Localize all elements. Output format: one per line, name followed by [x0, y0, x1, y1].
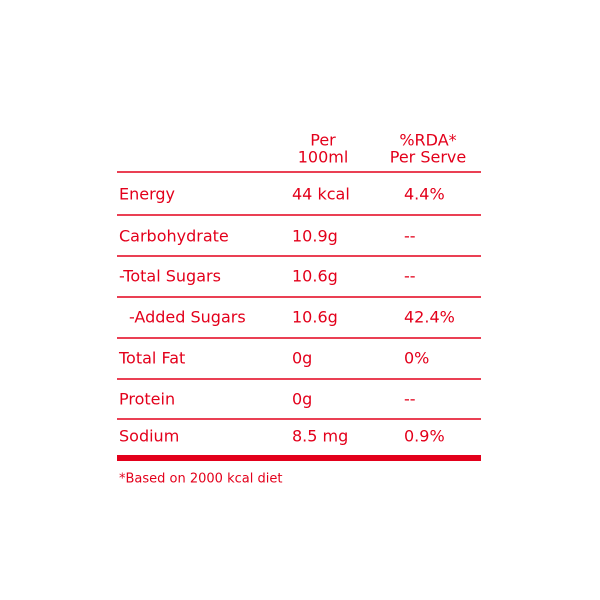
row-label: Total Fat: [118, 349, 185, 368]
footnote: *Based on 2000 kcal diet: [119, 472, 282, 487]
row-value: 10.6g: [292, 267, 338, 286]
row-label: Sodium: [119, 427, 179, 446]
row-value: 4.4%: [404, 185, 445, 204]
header-cell: %RDA*: [399, 131, 456, 150]
header-cell: Per Serve: [390, 148, 466, 167]
row-label: Carbohydrate: [119, 227, 229, 246]
row-label: -Added Sugars: [129, 308, 246, 327]
row-value: 10.6g: [292, 308, 338, 327]
row-value: 10.9g: [292, 227, 338, 246]
header-cell: 100ml: [298, 148, 349, 167]
row-value: 44 kcal: [292, 185, 350, 204]
row-value: 0.9%: [404, 427, 445, 446]
row-value: 42.4%: [404, 308, 455, 327]
header-cell: Per: [310, 131, 336, 150]
row-value: 0g: [292, 349, 312, 368]
row-value: 8.5 mg: [292, 427, 348, 446]
bottom-bar: [117, 455, 481, 461]
row-value: --: [404, 390, 416, 409]
row-value: 0%: [404, 349, 429, 368]
row-label: -Total Sugars: [119, 267, 221, 286]
row-value: 0g: [292, 390, 312, 409]
row-label: Energy: [119, 185, 175, 204]
row-label: Protein: [119, 390, 175, 409]
row-value: --: [404, 227, 416, 246]
row-value: --: [404, 267, 416, 286]
